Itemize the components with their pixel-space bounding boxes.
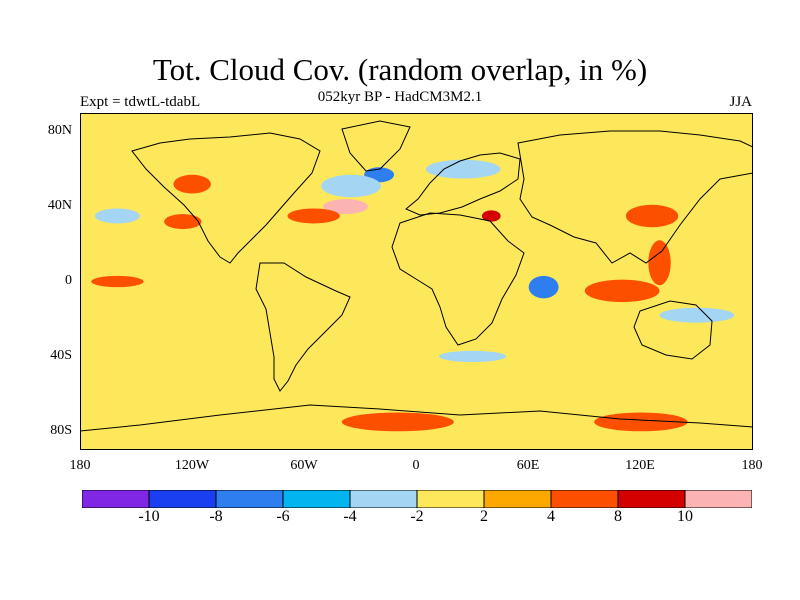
coastline-africa	[391, 212, 525, 346]
coastline-australia	[633, 300, 713, 360]
colorbar-swatch	[82, 490, 150, 508]
coastline-antarctica	[80, 404, 753, 432]
anomaly-patch	[321, 174, 381, 198]
coastline-greenland	[341, 120, 411, 172]
colorbar-label: -2	[410, 508, 424, 525]
anomaly-patch	[584, 279, 660, 303]
coastlines	[80, 120, 753, 432]
chart-subtitle: 052kyr BP - HadCM3M2.1	[317, 89, 483, 105]
y-tick-40s: 40S	[50, 348, 72, 363]
coastline-south-america	[255, 262, 351, 392]
x-tick-60w: 60W	[290, 458, 318, 473]
x-tick-120w: 120W	[174, 458, 210, 473]
anomaly-patch	[528, 275, 559, 299]
y-tick-80n: 80N	[47, 123, 72, 138]
colorbar-swatch	[148, 490, 217, 508]
anomaly-patch	[287, 208, 340, 224]
coastline-north-america	[131, 132, 321, 264]
anomaly-patch	[625, 204, 679, 228]
colorbar-swatch	[684, 490, 752, 508]
coastline-asia	[517, 130, 753, 264]
anomaly-patch	[594, 412, 688, 432]
anomaly-patch	[438, 350, 507, 363]
x-tick-180e: 180	[741, 458, 763, 473]
colorbar-label: 2	[480, 508, 488, 525]
anomaly-patch	[323, 199, 368, 215]
chart-title: Tot. Cloud Cov. (random overlap, in %)	[152, 52, 648, 87]
coastline-europe	[405, 152, 521, 216]
anomaly-patch	[659, 307, 735, 323]
colorbar-label: 8	[614, 508, 622, 525]
colorbar-swatch	[349, 490, 418, 508]
experiment-label: Expt = tdwtL-tdabL	[80, 94, 201, 110]
colorbar-swatch	[282, 490, 351, 508]
colorbar-swatch	[550, 490, 619, 508]
anomaly-patch	[648, 240, 671, 286]
anomaly-patch	[94, 208, 140, 224]
colorbar-swatch	[416, 490, 485, 508]
x-tick-60e: 60E	[516, 458, 540, 473]
y-tick-0: 0	[65, 273, 72, 288]
anomaly-patch	[341, 412, 454, 432]
colorbar	[82, 490, 752, 508]
anomaly-patch	[425, 159, 501, 179]
anomaly-patch	[91, 275, 144, 288]
x-tick-0: 0	[412, 458, 420, 473]
anomaly-patch	[173, 174, 211, 194]
colorbar-label: -10	[138, 508, 160, 525]
colorbar-swatch	[617, 490, 686, 508]
colorbar-swatch	[215, 490, 284, 508]
x-tick-180w: 180	[69, 458, 91, 473]
y-tick-40n: 40N	[47, 198, 72, 213]
y-tick-80s: 80S	[50, 423, 72, 438]
map-frame	[80, 113, 753, 450]
season-label: JJA	[729, 94, 752, 110]
colorbar-label: -6	[276, 508, 290, 525]
x-tick-120e: 120E	[625, 458, 655, 473]
anomaly-patch	[481, 210, 501, 222]
colorbar-label: 4	[547, 508, 555, 525]
map-background	[80, 113, 753, 450]
colorbar-label: -8	[209, 508, 223, 525]
colorbar-label: -4	[343, 508, 357, 525]
cloud-cover-map	[80, 113, 753, 450]
colorbar-label: 10	[677, 508, 693, 525]
colorbar-swatch	[483, 490, 552, 508]
anomaly-patch	[164, 214, 202, 230]
